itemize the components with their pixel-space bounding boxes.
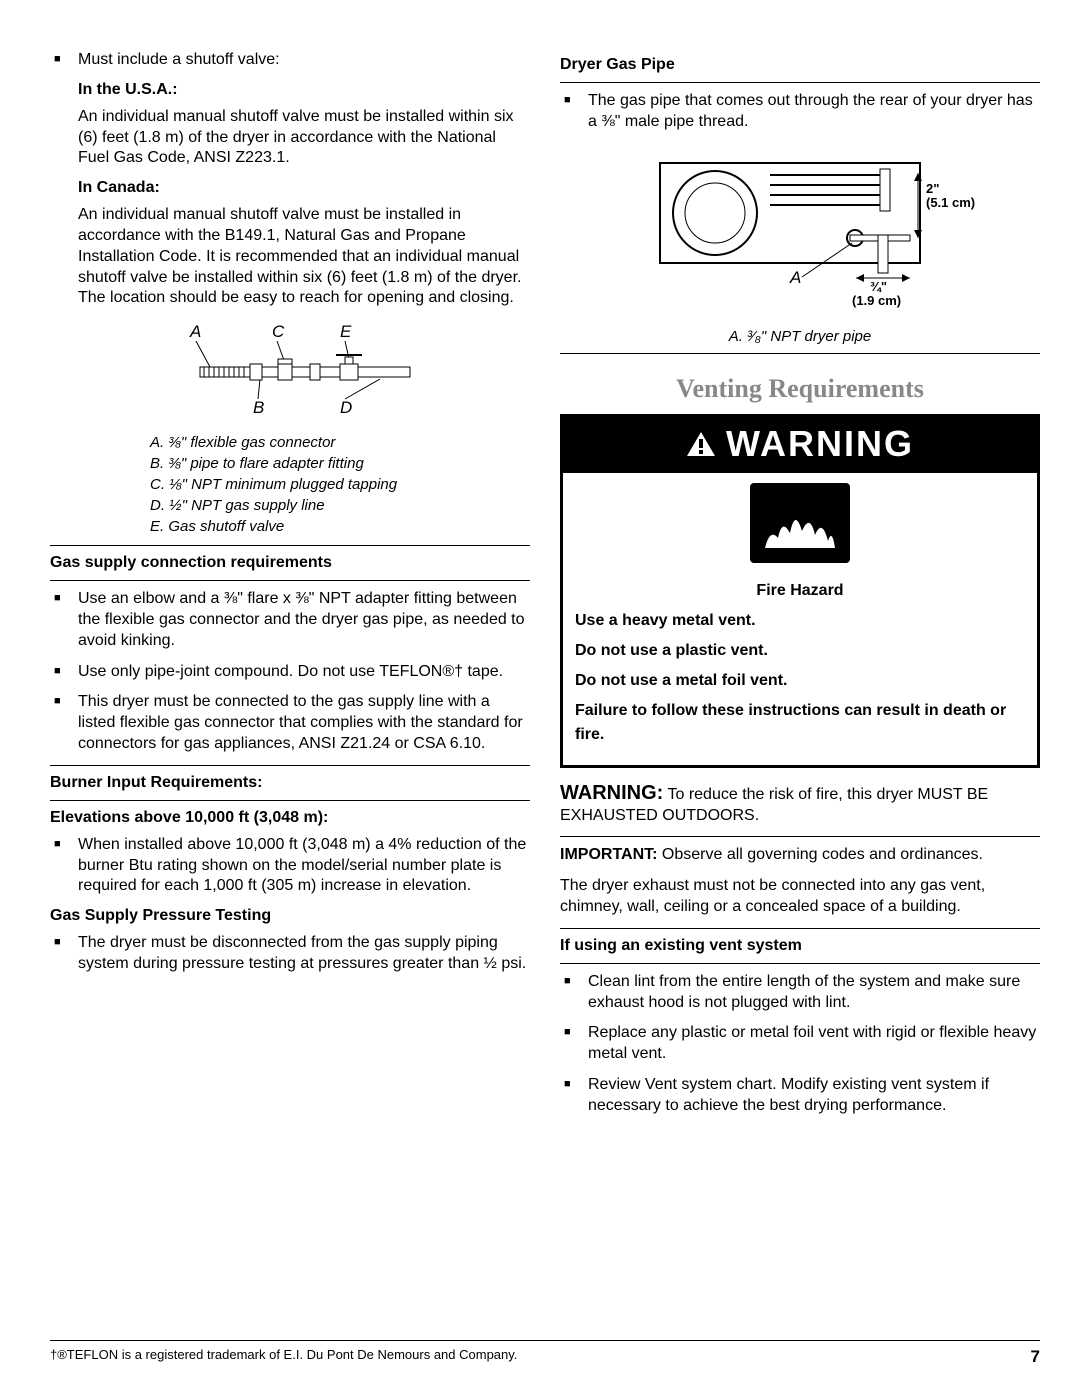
dryer-pipe-heading: Dryer Gas Pipe <box>560 56 1040 74</box>
diag1-label-b: B <box>253 398 264 417</box>
dim-2in: 2" <box>926 181 939 196</box>
usa-body: An individual manual shutoff valve must … <box>78 107 530 169</box>
warning-label: WARNING <box>726 423 914 465</box>
warning-inline-label: WARNING: <box>560 782 663 804</box>
dryer-rear-diagram: 2" (5.1 cm) A ¾" (1.9 cm) A. ³⁄₈" NPT dr… <box>560 143 1040 345</box>
legend-b: B. ⅜" pipe to flare adapter fitting <box>150 453 530 474</box>
fire-hazard-label: Fire Hazard <box>575 579 1025 603</box>
canada-body: An individual manual shutoff valve must … <box>78 205 530 309</box>
right-column: Dryer Gas Pipe The gas pipe that comes o… <box>560 50 1040 1127</box>
legend-d: D. ½" NPT gas supply line <box>150 495 530 516</box>
important-label: IMPORTANT: <box>560 846 657 863</box>
diag1-label-c: C <box>272 322 285 341</box>
burner-heading: Burner Input Requirements: <box>50 774 530 792</box>
gas-connector-diagram: A C E B D <box>50 319 530 424</box>
canada-heading: In Canada: <box>78 179 530 197</box>
diagram2-caption: A. ³⁄₈" NPT dryer pipe <box>560 328 1040 345</box>
exhaust-body: The dryer exhaust must not be connected … <box>560 876 1040 918</box>
warn-line-4: Failure to follow these instructions can… <box>575 699 1025 747</box>
fire-icon <box>750 483 850 563</box>
legend-a: A. ⅜" flexible gas connector <box>150 432 530 453</box>
venting-section-title: Venting Requirements <box>560 374 1040 404</box>
diag1-label-e: E <box>340 322 352 341</box>
existing-bullet-3: Review Vent system chart. Modify existin… <box>560 1075 1040 1117</box>
dim-34-cm: (1.9 cm) <box>852 293 901 308</box>
page-number: 7 <box>1031 1347 1040 1367</box>
diag1-label-a: A <box>189 322 201 341</box>
important-body: Observe all governing codes and ordinanc… <box>657 846 983 863</box>
gas-bullet-2: Use only pipe-joint compound. Do not use… <box>50 662 530 683</box>
alert-triangle-icon <box>686 431 716 457</box>
page-footer: †®TEFLON is a registered trademark of E.… <box>50 1340 1040 1367</box>
warning-panel: WARNING Fire Hazard Use a heavy metal ve… <box>560 414 1040 768</box>
elevations-bullet: When installed above 10,000 ft (3,048 m)… <box>50 835 530 897</box>
existing-vent-heading: If using an existing vent system <box>560 937 1040 955</box>
usa-heading: In the U.S.A.: <box>78 81 530 99</box>
dim-2in-cm: (5.1 cm) <box>926 195 975 210</box>
elevations-heading: Elevations above 10,000 ft (3,048 m): <box>50 809 530 827</box>
existing-bullet-1: Clean lint from the entire length of the… <box>560 972 1040 1014</box>
existing-bullet-2: Replace any plastic or metal foil vent w… <box>560 1023 1040 1065</box>
diag2-label-a: A <box>789 268 801 287</box>
outdoor-warning: WARNING: To reduce the risk of fire, thi… <box>560 780 1040 827</box>
warn-line-2: Do not use a plastic vent. <box>575 639 1025 663</box>
trademark-notice: †®TEFLON is a registered trademark of E.… <box>50 1347 517 1367</box>
shutoff-valve-intro: Must include a shutoff valve: <box>50 50 530 71</box>
dryer-pipe-bullet: The gas pipe that comes out through the … <box>560 91 1040 133</box>
warning-header: WARNING <box>563 417 1037 473</box>
important-line: IMPORTANT: Observe all governing codes a… <box>560 845 1040 866</box>
gas-bullet-1: Use an elbow and a ⅜" flare x ⅜" NPT ada… <box>50 589 530 651</box>
left-column: Must include a shutoff valve: In the U.S… <box>50 50 530 1127</box>
pressure-heading: Gas Supply Pressure Testing <box>50 907 530 925</box>
warn-line-3: Do not use a metal foil vent. <box>575 669 1025 693</box>
warn-line-1: Use a heavy metal vent. <box>575 609 1025 633</box>
pressure-bullet: The dryer must be disconnected from the … <box>50 933 530 975</box>
gas-bullet-3: This dryer must be connected to the gas … <box>50 692 530 754</box>
legend-e: E. Gas shutoff valve <box>150 516 530 537</box>
dim-34: ¾" <box>870 279 887 294</box>
legend-c: C. ⅛" NPT minimum plugged tapping <box>150 474 530 495</box>
gas-supply-heading: Gas supply connection requirements <box>50 554 530 572</box>
diag1-label-d: D <box>340 398 352 417</box>
diagram1-legend: A. ⅜" flexible gas connector B. ⅜" pipe … <box>150 432 530 537</box>
